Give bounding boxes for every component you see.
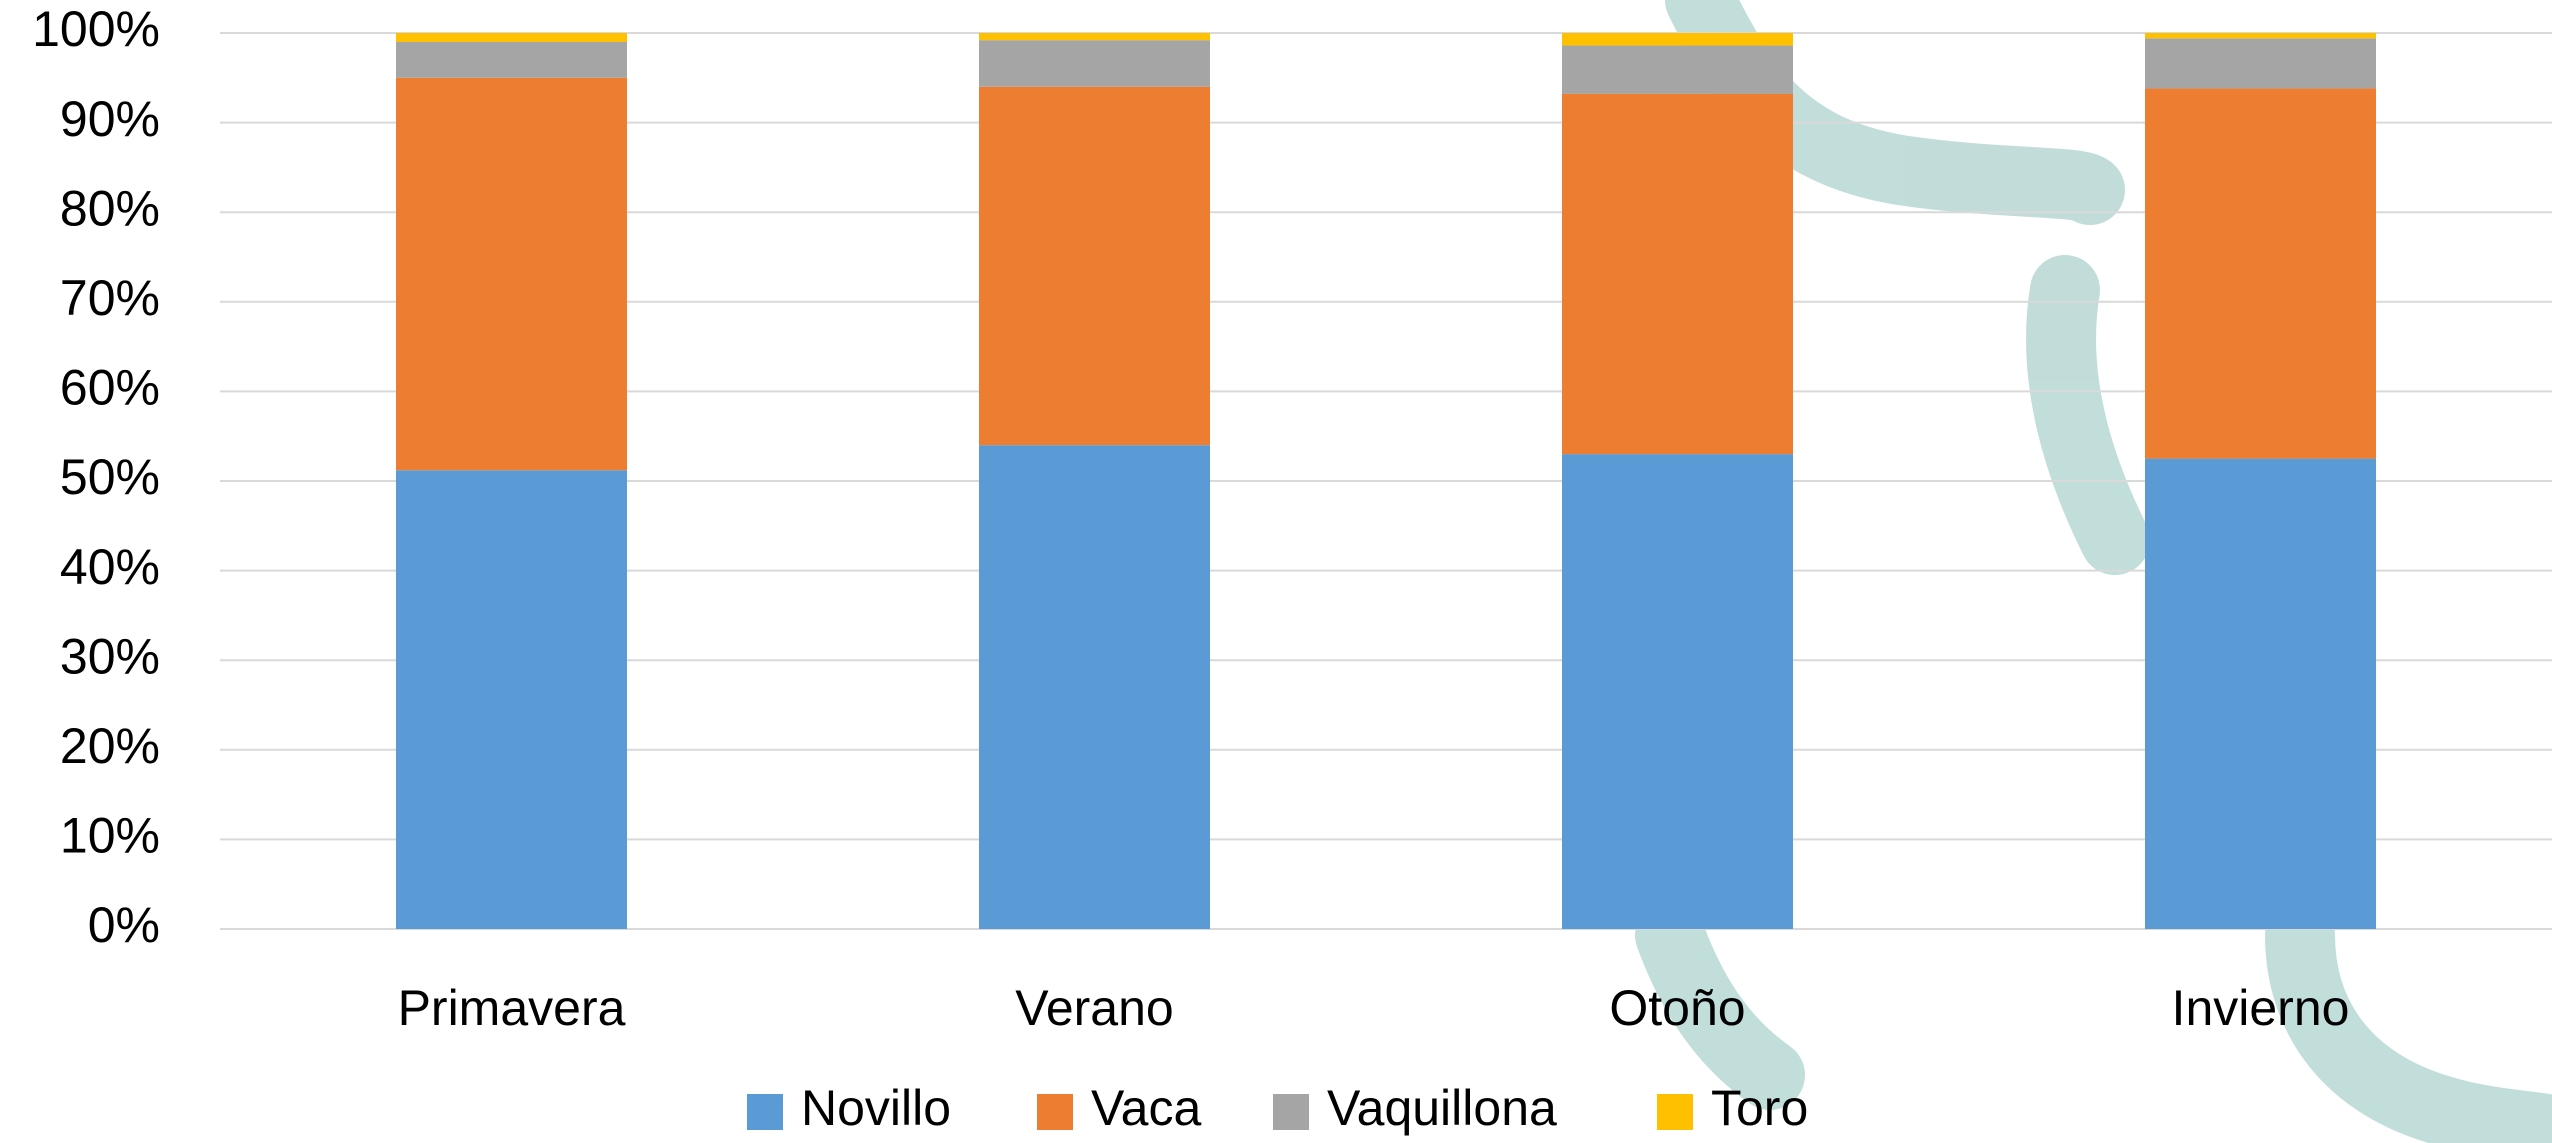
y-tick-label: 10% bbox=[60, 808, 160, 864]
bar-segment bbox=[2145, 33, 2376, 39]
bar-segment bbox=[2145, 458, 2376, 929]
bar-segment bbox=[396, 33, 627, 42]
legend-label: Toro bbox=[1711, 1080, 1808, 1136]
legend-label: Vaca bbox=[1091, 1080, 1201, 1136]
bar-segment bbox=[396, 77, 627, 471]
x-tick-label: Invierno bbox=[2172, 980, 2350, 1036]
y-tick-label: 100% bbox=[32, 1, 160, 57]
bar-segment bbox=[1562, 45, 1793, 94]
bar-segment bbox=[1562, 454, 1793, 929]
y-tick-label: 80% bbox=[60, 180, 160, 236]
bar-segment bbox=[979, 86, 1210, 446]
legend-swatch bbox=[1037, 1094, 1073, 1130]
x-tick-label: Primavera bbox=[398, 980, 626, 1036]
bar-segment bbox=[396, 41, 627, 78]
bar-segment bbox=[1562, 93, 1793, 455]
bar-segment bbox=[2145, 88, 2376, 459]
legend-label: Novillo bbox=[801, 1080, 951, 1136]
background-decoration bbox=[1635, 0, 2552, 1143]
y-tick-label: 30% bbox=[60, 628, 160, 684]
y-tick-label: 0% bbox=[88, 897, 160, 953]
legend-swatch bbox=[1273, 1094, 1309, 1130]
legend-swatch bbox=[747, 1094, 783, 1130]
y-tick-label: 70% bbox=[60, 270, 160, 326]
legend-label: Vaquillona bbox=[1327, 1080, 1557, 1136]
legend-swatch bbox=[1657, 1094, 1693, 1130]
y-tick-label: 50% bbox=[60, 449, 160, 505]
y-tick-label: 60% bbox=[60, 360, 160, 416]
bar-segment bbox=[1562, 33, 1793, 46]
bar-segment bbox=[396, 470, 627, 929]
y-tick-label: 90% bbox=[60, 91, 160, 147]
x-tick-label: Otoño bbox=[1609, 980, 1745, 1036]
y-tick-label: 40% bbox=[60, 539, 160, 595]
bar-segment bbox=[2145, 38, 2376, 89]
x-tick-label: Verano bbox=[1015, 980, 1173, 1036]
bar-segment bbox=[979, 445, 1210, 929]
bar-segment bbox=[979, 40, 1210, 87]
y-tick-label: 20% bbox=[60, 718, 160, 774]
bar-segment bbox=[979, 33, 1210, 41]
